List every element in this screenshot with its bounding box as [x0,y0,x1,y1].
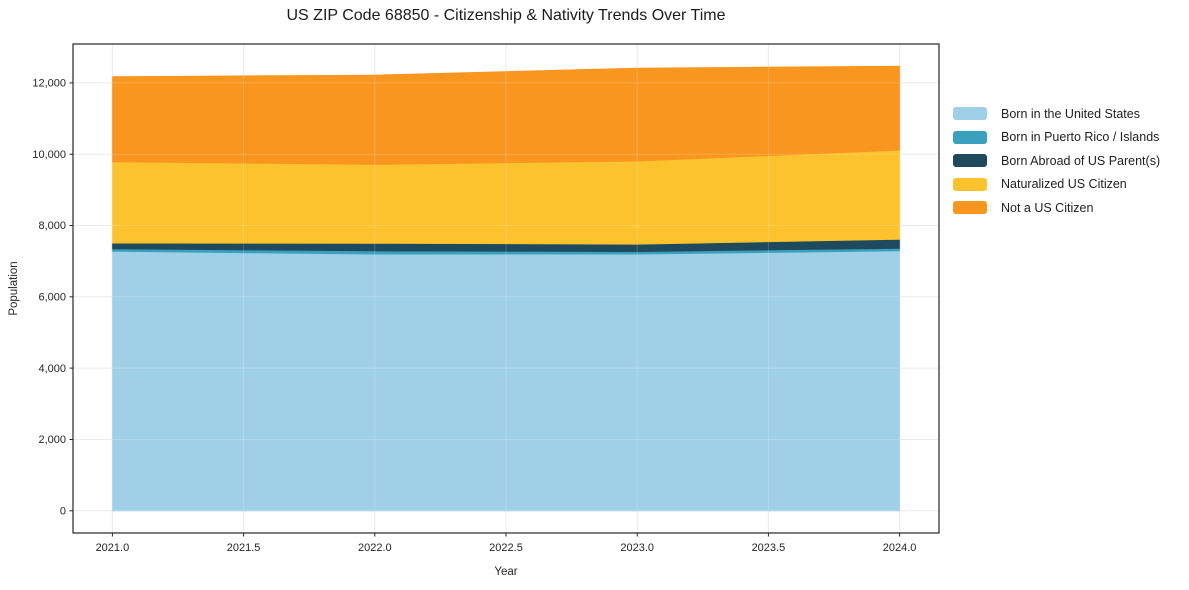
y-tick-label: 8,000 [38,220,66,232]
x-tick-label: 2021.0 [96,542,130,554]
y-tick-label: 0 [60,506,66,518]
legend-item-0: Born in the United States [953,106,1160,121]
x-tick-label: 2022.0 [358,542,392,554]
legend-label: Born Abroad of US Parent(s) [1001,153,1161,168]
x-tick-label: 2023.5 [752,542,786,554]
legend-swatch-icon [953,177,987,191]
legend-item-3: Naturalized US Citizen [953,177,1160,191]
legend-label: Born in Puerto Rico / Islands [1001,130,1160,144]
y-tick-label: 6,000 [38,292,66,304]
legend-item-1: Born in Puerto Rico / Islands [953,130,1160,144]
legend-swatch-icon [953,107,987,120]
x-axis-label: Year [494,566,517,578]
legend: Born in the United States Born in Puerto … [953,107,1160,225]
x-tick-label: 2022.5 [489,542,523,554]
area-series-4 [111,65,901,165]
legend-label: Not a US Citizen [1001,200,1094,215]
legend-item-2: Born Abroad of US Parent(s) [953,153,1161,168]
legend-item-4: Not a US Citizen [953,200,1160,215]
legend-label: Naturalized US Citizen [1001,177,1127,191]
legend-label: Born in the United States [1001,106,1140,121]
x-tick-label: 2023.0 [620,542,654,554]
y-axis-label: Population [8,261,20,315]
legend-swatch-icon [953,130,987,144]
x-tick-label: 2024.0 [883,542,917,554]
y-tick-label: 10,000 [32,149,66,161]
y-tick-label: 4,000 [38,363,66,375]
y-tick-label: 12,000 [32,78,66,90]
legend-swatch-icon [953,201,987,214]
legend-swatch-icon [953,154,987,167]
chart-title: US ZIP Code 68850 - Citizenship & Nativi… [286,7,726,24]
x-tick-label: 2021.5 [227,542,261,554]
y-tick-label: 2,000 [38,434,66,446]
